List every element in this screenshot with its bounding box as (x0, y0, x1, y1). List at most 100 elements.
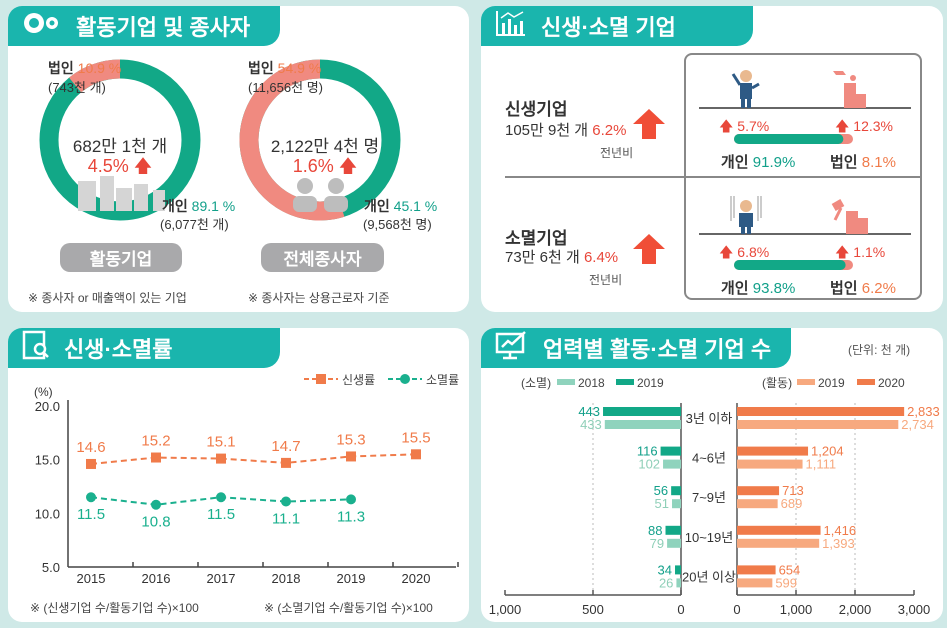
bar-label: 654 (779, 562, 801, 577)
workers-change: 1.6% 🡅 (292, 156, 358, 176)
new-count: 105만 9천 개 6.2% (505, 122, 627, 139)
legend-group-label: (소멸) (521, 376, 551, 390)
bar-closed-2018 (667, 538, 681, 548)
bar-label: 689 (781, 496, 803, 511)
data-label: 11.1 (272, 511, 300, 528)
legend-label: 2018 (578, 376, 605, 390)
bar-label: 443 (578, 404, 600, 419)
firms-total: 682만 1천 개 (72, 137, 168, 156)
age-title: 업력별 활동·소멸 기업 수 (543, 337, 772, 362)
donut-charts (39, 59, 401, 221)
closed-indiv-share-bar (734, 260, 846, 270)
unit-label: (단위: 천 개) (848, 343, 911, 357)
building (116, 188, 132, 211)
bar-label: 1,111 (806, 457, 837, 472)
legend-group-label: (활동) (762, 376, 792, 390)
building (78, 181, 96, 211)
bar-active-2019 (737, 499, 778, 509)
bar-label: 1,204 (811, 444, 844, 459)
sad-person-icon (730, 196, 762, 234)
data-label: 11.5 (77, 506, 105, 523)
workers-indiv-label: 개인 45.1 % (364, 198, 438, 214)
y-tick-label: 15.0 (35, 453, 60, 468)
x-tick-label: 500 (582, 602, 604, 617)
new-indiv-share: 개인 91.9% (721, 154, 796, 171)
series-line-신생률 (90, 453, 417, 465)
closed-label: 소멸기업 (505, 229, 568, 248)
y-tick-label: 20.0 (35, 399, 60, 414)
activity-panel: 활동기업 및 종사자 법인 10.9 % (743천 개) 682만 1천 개 … (8, 6, 469, 312)
monitor-chart-icon (495, 330, 529, 366)
data-point (151, 499, 161, 510)
bar-label: 1,416 (824, 523, 857, 538)
activity-header: 활동기업 및 종사자 (8, 6, 280, 46)
firms-corp-count: (743천 개) (48, 80, 106, 95)
bar-closed-2019 (665, 525, 681, 535)
data-point (281, 496, 291, 507)
y-axis-label: (%) (34, 385, 53, 399)
x-tick-label: 1,000 (780, 602, 813, 617)
y-tick-label: 10.0 (35, 506, 60, 521)
data-label: 15.3 (336, 431, 365, 448)
bar-label: 1,393 (822, 536, 855, 551)
bar-active-2019 (737, 420, 899, 429)
x-tick-label: 2017 (207, 571, 236, 586)
firms-change: 4.5% 🡅 (87, 156, 153, 176)
rates-line-chart: (%)20.0 15.0 10.0 5.0 2015 2016 2017 2018 2019 20… (34, 373, 459, 586)
legend-swatch (797, 379, 815, 385)
bar-label: 599 (775, 575, 797, 590)
data-label: 15.5 (401, 429, 430, 446)
city-buildings-icon (78, 176, 165, 211)
new-corp-change: 🡅 12.3% (835, 118, 893, 134)
data-point (216, 492, 226, 503)
legend-label: 2019 (818, 376, 845, 390)
bar-label: 116 (637, 444, 658, 459)
bar-label: 433 (580, 417, 602, 432)
new-corp-share: 법인 8.1% (830, 154, 896, 171)
workers-corp-count: (11,656천 명) (248, 80, 323, 95)
age-header: 업력별 활동·소멸 기업 수 (481, 328, 791, 368)
legend-label: 신생률 (342, 373, 375, 387)
x-tick-label: 2019 (337, 571, 366, 586)
data-point (86, 458, 96, 469)
closed-indiv-change: 🡅 6.8% (719, 244, 770, 260)
category-label: 20년 이상 (682, 569, 736, 584)
body (293, 196, 317, 212)
x-tick-label: 0 (677, 602, 684, 617)
head (297, 178, 313, 194)
document-search-icon (22, 330, 50, 366)
bar-active-2020 (737, 407, 905, 416)
bar-closed-2019 (675, 565, 681, 575)
data-point (411, 449, 421, 460)
bar-closed-2018 (676, 578, 681, 588)
workers-indiv-count: (9,568천 명) (363, 217, 432, 232)
x-tick-label: 2016 (142, 571, 171, 586)
legend-marker (316, 374, 326, 384)
legend-label: 2020 (878, 376, 905, 390)
data-label: 11.5 (207, 506, 235, 523)
bar-closed-2019 (671, 486, 681, 496)
bar-active-2020 (737, 446, 809, 456)
bar-active-2020 (737, 486, 780, 496)
bar-label: 56 (654, 483, 668, 498)
bar-closed-2019 (603, 407, 681, 416)
workers-corp-label: 법인 54.9 % (248, 60, 322, 76)
bar-active-2019 (737, 538, 820, 548)
bar-label: 26 (659, 575, 673, 590)
bar-label: 2,833 (907, 404, 940, 419)
firms-corp-label: 법인 10.9 % (48, 60, 122, 76)
workers-button[interactable]: 전체종사자 (261, 243, 384, 272)
data-point (281, 457, 291, 468)
closed-indiv-share: 개인 93.8% (721, 280, 796, 297)
firms-note: ※ 종사자 or 매출액이 있는 기업 (28, 291, 187, 305)
bar-active-2019 (737, 578, 773, 588)
data-label: 11.3 (337, 508, 365, 525)
data-label: 14.7 (271, 438, 300, 455)
firms-button[interactable]: 활동기업 (60, 243, 182, 272)
data-label: 14.6 (76, 439, 105, 456)
bar-active-2020 (737, 525, 821, 535)
rates-note-right: ※ (소멸기업 수/활동기업 수)×100 (264, 601, 433, 615)
rates-header: 신생·소멸률 (8, 328, 280, 368)
big-up-arrow-icon (633, 109, 665, 264)
y-tick-label: 5.0 (42, 560, 60, 575)
